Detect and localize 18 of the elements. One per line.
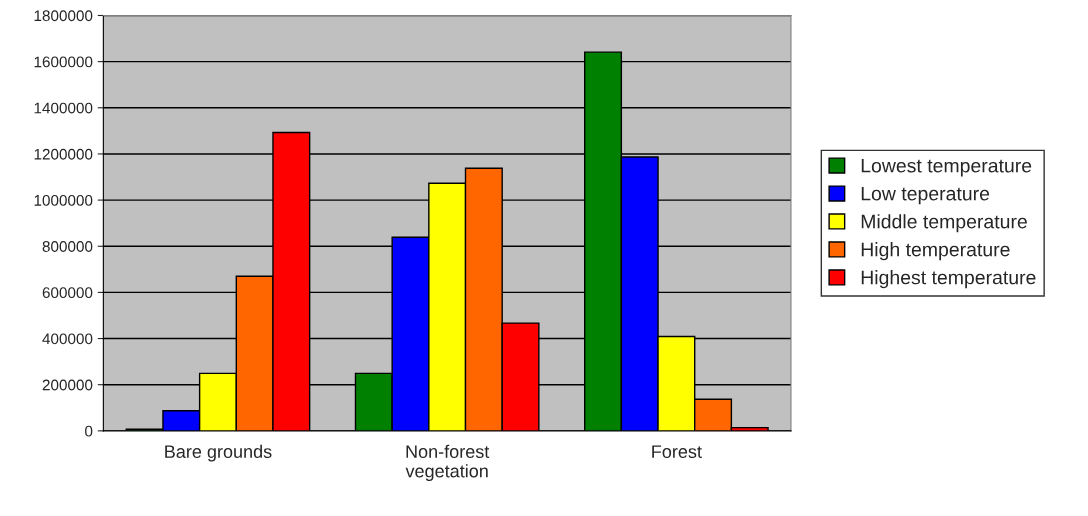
x-tick-label: Bare grounds — [165, 444, 272, 462]
y-tick-label: 800000 — [42, 241, 93, 252]
legend-label: Highest temperature — [861, 270, 1036, 289]
legend-label: Low teperature — [861, 186, 990, 205]
y-tick-label: 200000 — [42, 379, 93, 391]
y-tick-label: 1600000 — [34, 56, 93, 68]
x-tick-label: Non-forest vegetation — [405, 444, 490, 482]
y-tick-label: 1800000 — [34, 10, 93, 22]
legend-label: Lowest temperature — [861, 158, 1032, 177]
y-tick-label: 1400000 — [34, 102, 93, 114]
y-tick-label: 1200000 — [34, 148, 93, 160]
legend-label: Middle temperature — [861, 214, 1027, 233]
y-tick-label: 0 — [85, 425, 93, 437]
y-tick-label: 1000000 — [34, 194, 93, 206]
legend-label: High temperature — [861, 242, 1010, 261]
y-tick-label: 600000 — [42, 287, 93, 299]
y-tick-label: 400000 — [42, 333, 93, 345]
x-tick-label: Forest — [652, 445, 702, 459]
